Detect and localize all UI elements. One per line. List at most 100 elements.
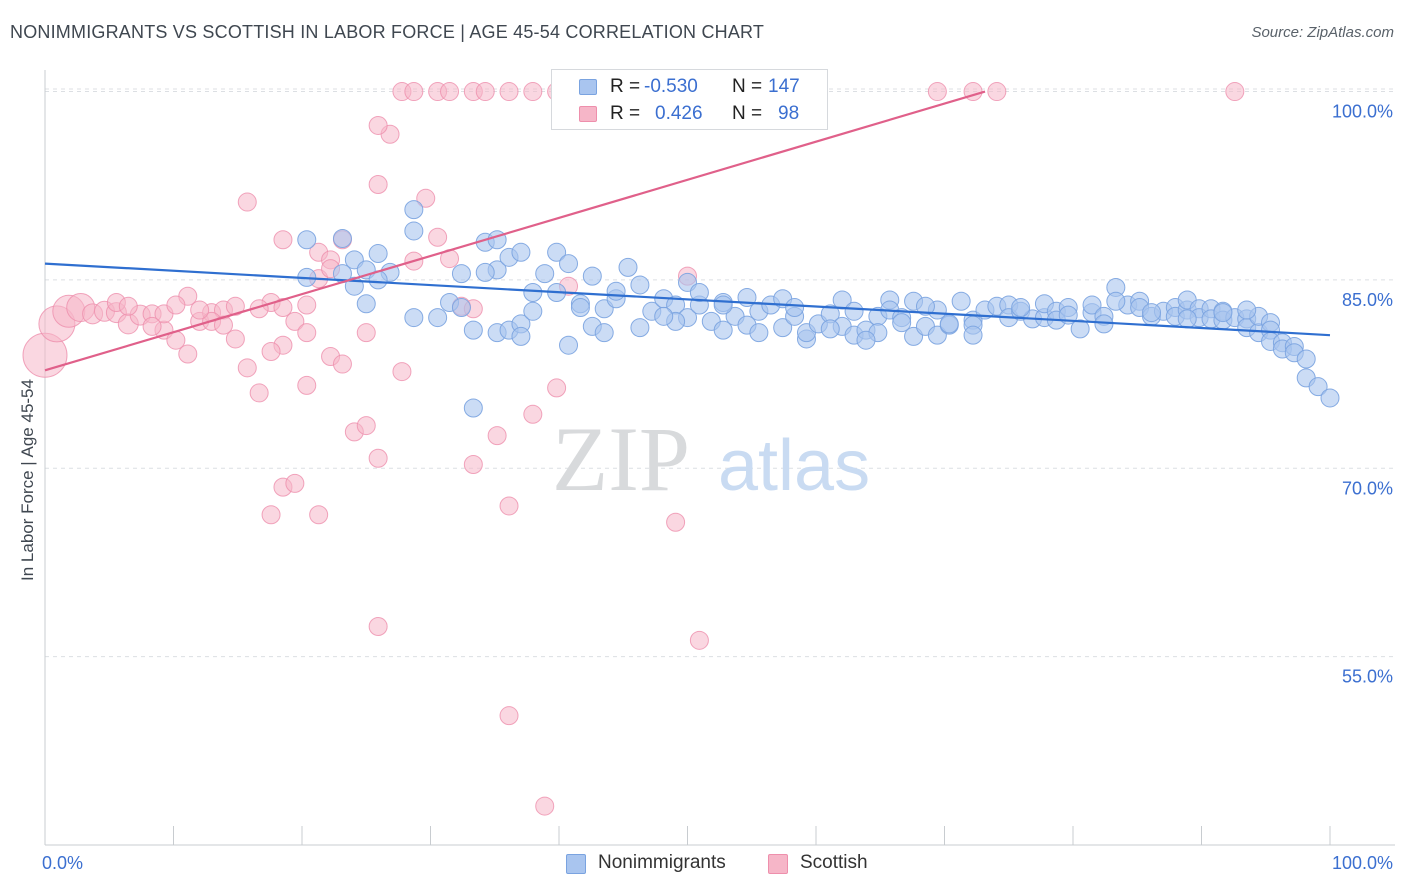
nonimmigrants-point [713, 295, 733, 315]
nonimmigrants-point [1142, 303, 1162, 323]
nonimmigrants-point [523, 282, 543, 302]
x-tick-label: 0.0% [42, 853, 83, 873]
watermark-atlas: atlas [718, 426, 870, 506]
x-tick-labels: 0.0% 100.0% [42, 853, 1393, 873]
y-tick-label: 55.0% [1342, 667, 1393, 687]
nonimmigrants-point [892, 313, 912, 333]
scottish-trend-line [44, 90, 986, 372]
nonimmigrants-point [844, 301, 864, 321]
legend-row-scottish: R = 0.426 N = 98 [552, 101, 827, 127]
nonimmigrants-point [915, 296, 935, 316]
scottish-point [297, 375, 317, 395]
nonimmigrants-point [451, 264, 471, 284]
scottish-point [309, 505, 329, 525]
nonimmigrants-point [1213, 303, 1233, 323]
nonimmigrants-point [1177, 309, 1197, 329]
scottish-point [927, 82, 947, 102]
scottish-point [499, 706, 519, 726]
scottish-point [213, 315, 233, 335]
nonimmigrants-point [404, 221, 424, 241]
nonimmigrants-point [535, 264, 555, 284]
nonimmigrants-point [523, 301, 543, 321]
source-label: Source: ZipAtlas.com [1251, 24, 1394, 41]
scottish-point [523, 82, 543, 102]
legend-r-label: R = [610, 103, 641, 124]
chart-title: NONIMMIGRANTS VS SCOTTISH IN LABOR FORCE… [10, 22, 765, 42]
nonimmigrants-point [1237, 300, 1257, 320]
nonimmigrants-point [606, 281, 626, 301]
scottish-point [428, 227, 448, 247]
nonimmigrants-point [820, 319, 840, 339]
nonimmigrants-points [297, 200, 1340, 418]
nonimmigrants-point [618, 257, 638, 277]
nonimmigrants-point [689, 282, 709, 302]
nonimmigrants-point [1082, 295, 1102, 315]
scottish-point [475, 82, 495, 102]
nonimmigrants-point [630, 275, 650, 295]
nonimmigrants-point [1070, 319, 1090, 339]
x-tick-label: 100.0% [1332, 853, 1393, 873]
y-axis-label: In Labor Force | Age 45-54 [18, 379, 37, 581]
scottish-point [356, 323, 376, 343]
scottish-point [547, 378, 567, 398]
nonimmigrants-point [511, 242, 531, 262]
nonimmigrants-point [332, 228, 352, 248]
scottish-point [237, 192, 257, 212]
legend-n-value: 98 [778, 103, 800, 124]
scottish-point [368, 448, 388, 468]
scottish-point [225, 329, 245, 349]
nonimmigrants-point [547, 242, 567, 262]
scottish-point [225, 296, 245, 316]
scottish-point [273, 298, 293, 318]
scottish-point [249, 383, 269, 403]
scottish-point [463, 455, 483, 475]
legend-n-label: N = [732, 103, 763, 124]
nonimmigrants-point [749, 323, 769, 343]
y-tick-label: 85.0% [1342, 290, 1393, 310]
y-tick-labels: 55.0% 70.0% 85.0% 100.0% [1332, 102, 1393, 687]
legend-r-label: R = [610, 76, 641, 97]
pink-swatch [768, 854, 788, 874]
nonimmigrants-point [630, 318, 650, 338]
nonimmigrants-point [356, 294, 376, 314]
nonimmigrants-point [654, 306, 674, 326]
nonimmigrants-point [1296, 349, 1316, 369]
scottish-point [499, 496, 519, 516]
legend-n-label: N = [732, 76, 763, 97]
scottish-point [523, 404, 543, 424]
nonimmigrants-point [713, 320, 733, 340]
scottish-point [535, 796, 555, 816]
nonimmigrants-point [463, 398, 483, 418]
scottish-point [404, 82, 424, 102]
nonimmigrants-point [773, 318, 793, 338]
y-tick-label: 100.0% [1332, 102, 1393, 122]
scottish-point [368, 617, 388, 637]
nonimmigrants-point [951, 291, 971, 311]
scottish-point [392, 362, 412, 382]
scottish-point [499, 82, 519, 102]
nonimmigrants-point [368, 244, 388, 264]
nonimmigrants-point [856, 330, 876, 350]
scottish-point [166, 295, 186, 315]
nonimmigrants-point [559, 335, 579, 355]
nonimmigrants-point [404, 200, 424, 220]
blue-swatch [566, 854, 586, 874]
legend-label-nonimmigrants: Nonimmigrants [598, 852, 726, 873]
legend-n-value: 147 [768, 76, 800, 97]
scottish-point [987, 82, 1007, 102]
nonimmigrants-trend-line [44, 262, 1331, 337]
nonimmigrants-point [451, 298, 471, 318]
scottish-point [261, 341, 281, 361]
nonimmigrants-point [1308, 377, 1328, 397]
scottish-point [297, 295, 317, 315]
trend-lines [44, 90, 1331, 372]
y-tick-label: 70.0% [1342, 478, 1393, 498]
nonimmigrants-point [463, 320, 483, 340]
legend-r-value: -0.530 [644, 76, 698, 97]
scottish-point [285, 473, 305, 493]
nonimmigrants-point [963, 325, 983, 345]
watermark-zip: ZIP [552, 408, 690, 510]
scottish-point [261, 505, 281, 525]
nonimmigrants-point [939, 314, 959, 334]
